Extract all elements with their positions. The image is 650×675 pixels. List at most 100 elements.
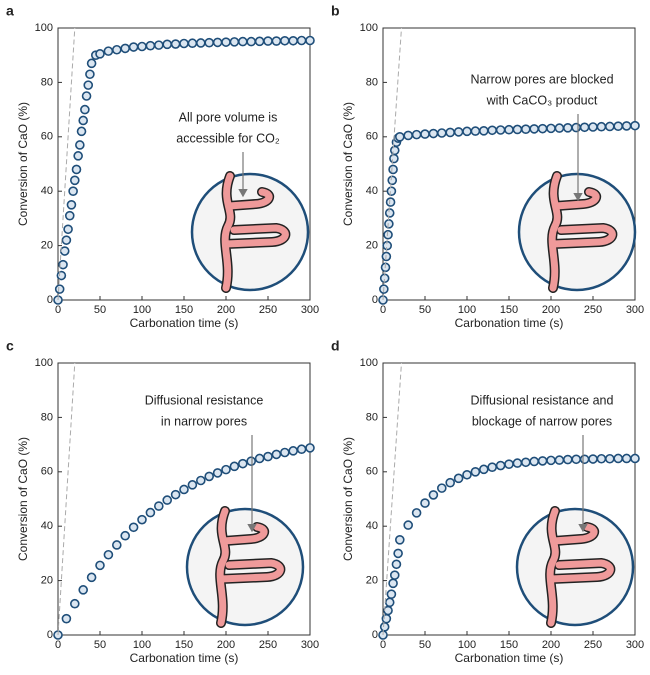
- data-point: [238, 458, 248, 469]
- x-tick-label: 200: [542, 304, 560, 316]
- data-point: [95, 560, 105, 571]
- data-point: [212, 468, 223, 478]
- data-point: [204, 37, 214, 48]
- x-tick-label: 100: [133, 639, 151, 651]
- data-point: [512, 124, 523, 135]
- y-axis-label: Conversion of CaO (%): [16, 102, 30, 226]
- data-point: [154, 40, 164, 50]
- panel-label: b: [331, 3, 340, 19]
- data-point: [120, 530, 130, 541]
- data-point: [263, 451, 273, 462]
- data-point: [204, 471, 214, 482]
- data-point: [391, 559, 402, 570]
- data-point: [229, 37, 240, 47]
- x-tick-label: 300: [301, 304, 319, 316]
- y-tick-label: 100: [35, 357, 53, 369]
- x-tick-label: 250: [584, 304, 602, 316]
- data-point: [504, 124, 514, 135]
- data-point: [420, 129, 430, 139]
- data-point: [54, 284, 65, 294]
- data-point: [103, 46, 114, 56]
- x-axis-label: Carbonation time (s): [130, 316, 239, 330]
- data-point: [162, 39, 172, 50]
- data-point: [621, 121, 632, 131]
- x-tick-label: 50: [419, 639, 431, 651]
- data-point: [86, 58, 97, 69]
- x-tick-label: 50: [419, 304, 431, 316]
- data-point: [56, 270, 67, 281]
- pore-layer: [216, 507, 284, 627]
- annotation: in narrow pores: [161, 414, 247, 428]
- data-point: [470, 126, 481, 136]
- y-tick-label: 20: [366, 575, 378, 587]
- data-point: [437, 483, 447, 493]
- data-point: [137, 41, 147, 52]
- data-point: [288, 35, 299, 46]
- data-point: [495, 125, 506, 135]
- data-point: [495, 460, 506, 471]
- annotation: All pore volume is: [179, 110, 278, 124]
- x-tick-label: 300: [626, 639, 644, 651]
- data-point: [58, 259, 68, 270]
- y-tick-label: 100: [360, 22, 378, 34]
- data-point: [254, 453, 265, 464]
- annotation: with CaCO₃ product: [486, 93, 598, 107]
- y-tick-label: 80: [366, 411, 378, 423]
- data-point: [64, 210, 75, 221]
- chart-panel: 0 50 100 150 200 250 300020406080100Carbonatio…: [6, 3, 319, 330]
- data-point: [563, 123, 573, 133]
- x-axis-label: Carbonation time (s): [455, 651, 564, 665]
- chart-panel: 0 50 100 150 200 250 300020406080100Carbonatio…: [331, 338, 644, 665]
- x-axis-label: Carbonation time (s): [455, 316, 564, 330]
- data-point: [229, 461, 240, 472]
- y-tick-label: 0: [372, 294, 378, 306]
- data-point: [103, 549, 114, 560]
- data-point: [613, 453, 624, 464]
- data-point: [66, 200, 77, 210]
- data-point: [61, 235, 72, 245]
- data-point: [579, 454, 590, 465]
- data-point: [411, 129, 422, 140]
- data-point: [504, 459, 514, 469]
- y-tick-label: 100: [35, 22, 53, 34]
- data-point: [462, 126, 472, 137]
- y-tick-label: 0: [47, 629, 53, 641]
- data-point: [212, 37, 223, 48]
- data-point: [95, 49, 105, 59]
- data-point: [479, 464, 489, 475]
- y-tick-label: 60: [41, 131, 53, 143]
- y-tick-label: 40: [41, 520, 53, 532]
- data-point: [246, 36, 256, 47]
- x-tick-label: 200: [542, 639, 560, 651]
- data-point: [388, 164, 398, 175]
- data-point: [588, 122, 598, 132]
- data-point: [621, 453, 632, 464]
- data-point: [73, 151, 83, 161]
- y-tick-label: 80: [41, 411, 53, 423]
- data-point: [588, 454, 598, 464]
- data-point: [254, 36, 265, 47]
- data-point: [395, 132, 405, 142]
- data-point: [537, 123, 548, 134]
- x-tick-label: 300: [626, 304, 644, 316]
- data-point: [386, 186, 397, 196]
- data-point: [613, 121, 624, 131]
- data-point: [563, 454, 573, 465]
- y-tick-label: 80: [41, 76, 53, 88]
- x-tick-label: 200: [217, 304, 235, 316]
- data-point: [604, 453, 615, 464]
- data-point: [596, 453, 607, 464]
- data-point: [112, 44, 122, 55]
- data-point: [221, 464, 231, 475]
- x-tick-label: 100: [133, 304, 151, 316]
- data-point: [63, 224, 73, 235]
- x-tick-label: 150: [500, 304, 518, 316]
- pore-inset: [185, 506, 305, 628]
- data-point: [384, 208, 395, 218]
- pore-layer: [548, 172, 616, 292]
- x-tick-label: 150: [175, 639, 193, 651]
- data-point: [70, 598, 80, 609]
- data-point: [428, 490, 439, 500]
- data-point: [453, 127, 464, 137]
